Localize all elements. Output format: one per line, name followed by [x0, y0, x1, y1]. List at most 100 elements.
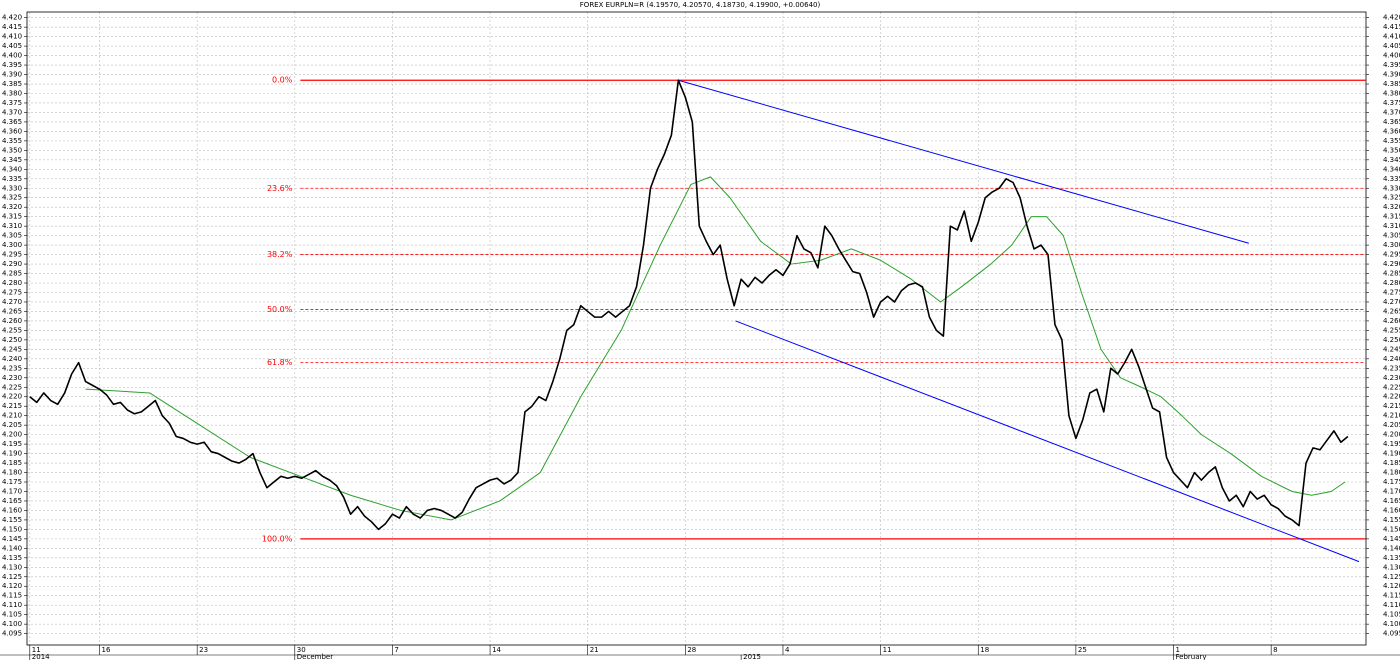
x-major-label: 2014: [32, 653, 50, 660]
x-tick-label: 11: [883, 646, 892, 654]
y-tick-label: 4.285: [2, 270, 22, 278]
y-tick-label: 4.110: [2, 601, 22, 609]
y-tick-label: 4.200: [2, 431, 22, 439]
y-tick-label: 4.315: [1383, 213, 1400, 221]
x-tick-label: 28: [687, 646, 696, 654]
x-tick-label: 18: [980, 646, 989, 654]
y-tick-label: 4.350: [2, 146, 22, 154]
y-tick-label: 4.165: [1383, 497, 1400, 505]
y-tick-label: 4.405: [1383, 42, 1400, 50]
y-tick-label: 4.120: [1383, 582, 1400, 590]
y-tick-label: 4.260: [2, 317, 22, 325]
y-tick-label: 4.300: [1383, 241, 1400, 249]
y-tick-label: 4.295: [2, 251, 22, 259]
y-tick-label: 4.225: [1383, 383, 1400, 391]
y-tick-label: 4.270: [1383, 298, 1400, 306]
y-tick-label: 4.175: [2, 478, 22, 486]
y-tick-label: 4.290: [2, 260, 22, 268]
y-tick-label: 4.405: [2, 42, 22, 50]
y-tick-label: 4.270: [2, 298, 22, 306]
y-tick-label: 4.200: [1383, 431, 1400, 439]
y-tick-label: 4.350: [1383, 146, 1400, 154]
y-tick-label: 4.355: [2, 137, 22, 145]
x-tick-label: 11: [32, 646, 41, 654]
y-tick-label: 4.095: [2, 630, 22, 638]
fib-label: 38.2%: [267, 250, 293, 259]
y-tick-label: 4.245: [2, 345, 22, 353]
y-tick-label: 4.400: [1383, 52, 1400, 60]
y-tick-label: 4.355: [1383, 137, 1400, 145]
y-tick-label: 4.420: [2, 14, 22, 22]
trend-line: [735, 320, 1360, 563]
y-tick-label: 4.385: [1383, 80, 1400, 88]
y-tick-label: 4.290: [1383, 260, 1400, 268]
y-tick-label: 4.135: [2, 554, 22, 562]
y-tick-label: 4.395: [1383, 61, 1400, 69]
y-tick-label: 4.315: [2, 213, 22, 221]
y-tick-label: 4.165: [2, 497, 22, 505]
chart-title: FOREX EURPLN=R (4.19570, 4.20570, 4.1873…: [580, 1, 821, 9]
y-tick-label: 4.180: [1383, 469, 1400, 477]
y-tick-label: 4.215: [2, 402, 22, 410]
x-tick-label: 23: [199, 646, 208, 654]
y-tick-label: 4.215: [1383, 402, 1400, 410]
y-tick-label: 4.115: [1383, 592, 1400, 600]
y-tick-label: 4.260: [1383, 317, 1400, 325]
y-tick-label: 4.380: [2, 89, 22, 97]
y-tick-label: 4.335: [1383, 175, 1400, 183]
y-tick-label: 4.265: [1383, 307, 1400, 315]
y-tick-label: 4.370: [1383, 108, 1400, 116]
y-tick-label: 4.210: [2, 412, 22, 420]
y-tick-label: 4.205: [2, 421, 22, 429]
y-tick-label: 4.115: [2, 592, 22, 600]
y-tick-label: 4.150: [1383, 525, 1400, 533]
moving-average: [85, 176, 1346, 521]
price-line: [29, 79, 1349, 531]
y-tick-label: 4.140: [1383, 544, 1400, 552]
y-tick-label: 4.300: [2, 241, 22, 249]
y-tick-label: 4.130: [2, 563, 22, 571]
x-tick-label: 21: [590, 646, 599, 654]
x-tick-label: 4: [785, 646, 790, 654]
y-tick-label: 4.155: [2, 516, 22, 524]
y-tick-label: 4.390: [2, 71, 22, 79]
y-tick-label: 4.230: [1383, 374, 1400, 382]
fib-label: 100.0%: [262, 534, 293, 543]
x-tick-label: 1: [1176, 646, 1180, 654]
y-tick-label: 4.170: [1383, 487, 1400, 495]
y-tick-label: 4.220: [2, 393, 22, 401]
y-tick-label: 4.415: [2, 23, 22, 31]
y-tick-label: 4.140: [2, 544, 22, 552]
y-tick-label: 4.420: [1383, 14, 1400, 22]
y-tick-label: 4.370: [2, 108, 22, 116]
y-tick-label: 4.325: [2, 194, 22, 202]
x-tick-label: 30: [297, 646, 306, 654]
y-tick-label: 4.295: [1383, 251, 1400, 259]
y-tick-label: 4.345: [2, 156, 22, 164]
y-tick-label: 4.390: [1383, 71, 1400, 79]
fib-label: 23.6%: [267, 184, 293, 193]
y-tick-label: 4.150: [2, 525, 22, 533]
y-tick-label: 4.155: [1383, 516, 1400, 524]
y-tick-label: 4.330: [1383, 184, 1400, 192]
y-tick-label: 4.195: [2, 440, 22, 448]
y-tick-label: 4.195: [1383, 440, 1400, 448]
y-tick-label: 4.225: [2, 383, 22, 391]
y-tick-label: 4.240: [1383, 355, 1400, 363]
y-tick-label: 4.305: [1383, 232, 1400, 240]
y-tick-label: 4.415: [1383, 23, 1400, 31]
y-tick-label: 4.365: [2, 118, 22, 126]
y-tick-label: 4.145: [2, 535, 22, 543]
y-tick-label: 4.205: [1383, 421, 1400, 429]
y-tick-label: 4.280: [1383, 279, 1400, 287]
y-tick-label: 4.305: [2, 232, 22, 240]
y-tick-label: 4.335: [2, 175, 22, 183]
y-tick-label: 4.180: [2, 469, 22, 477]
x-major-label: February: [1176, 653, 1207, 660]
y-tick-label: 4.210: [1383, 412, 1400, 420]
y-tick-label: 4.340: [2, 165, 22, 173]
trend-line: [678, 79, 1249, 244]
y-tick-label: 4.110: [1383, 601, 1400, 609]
